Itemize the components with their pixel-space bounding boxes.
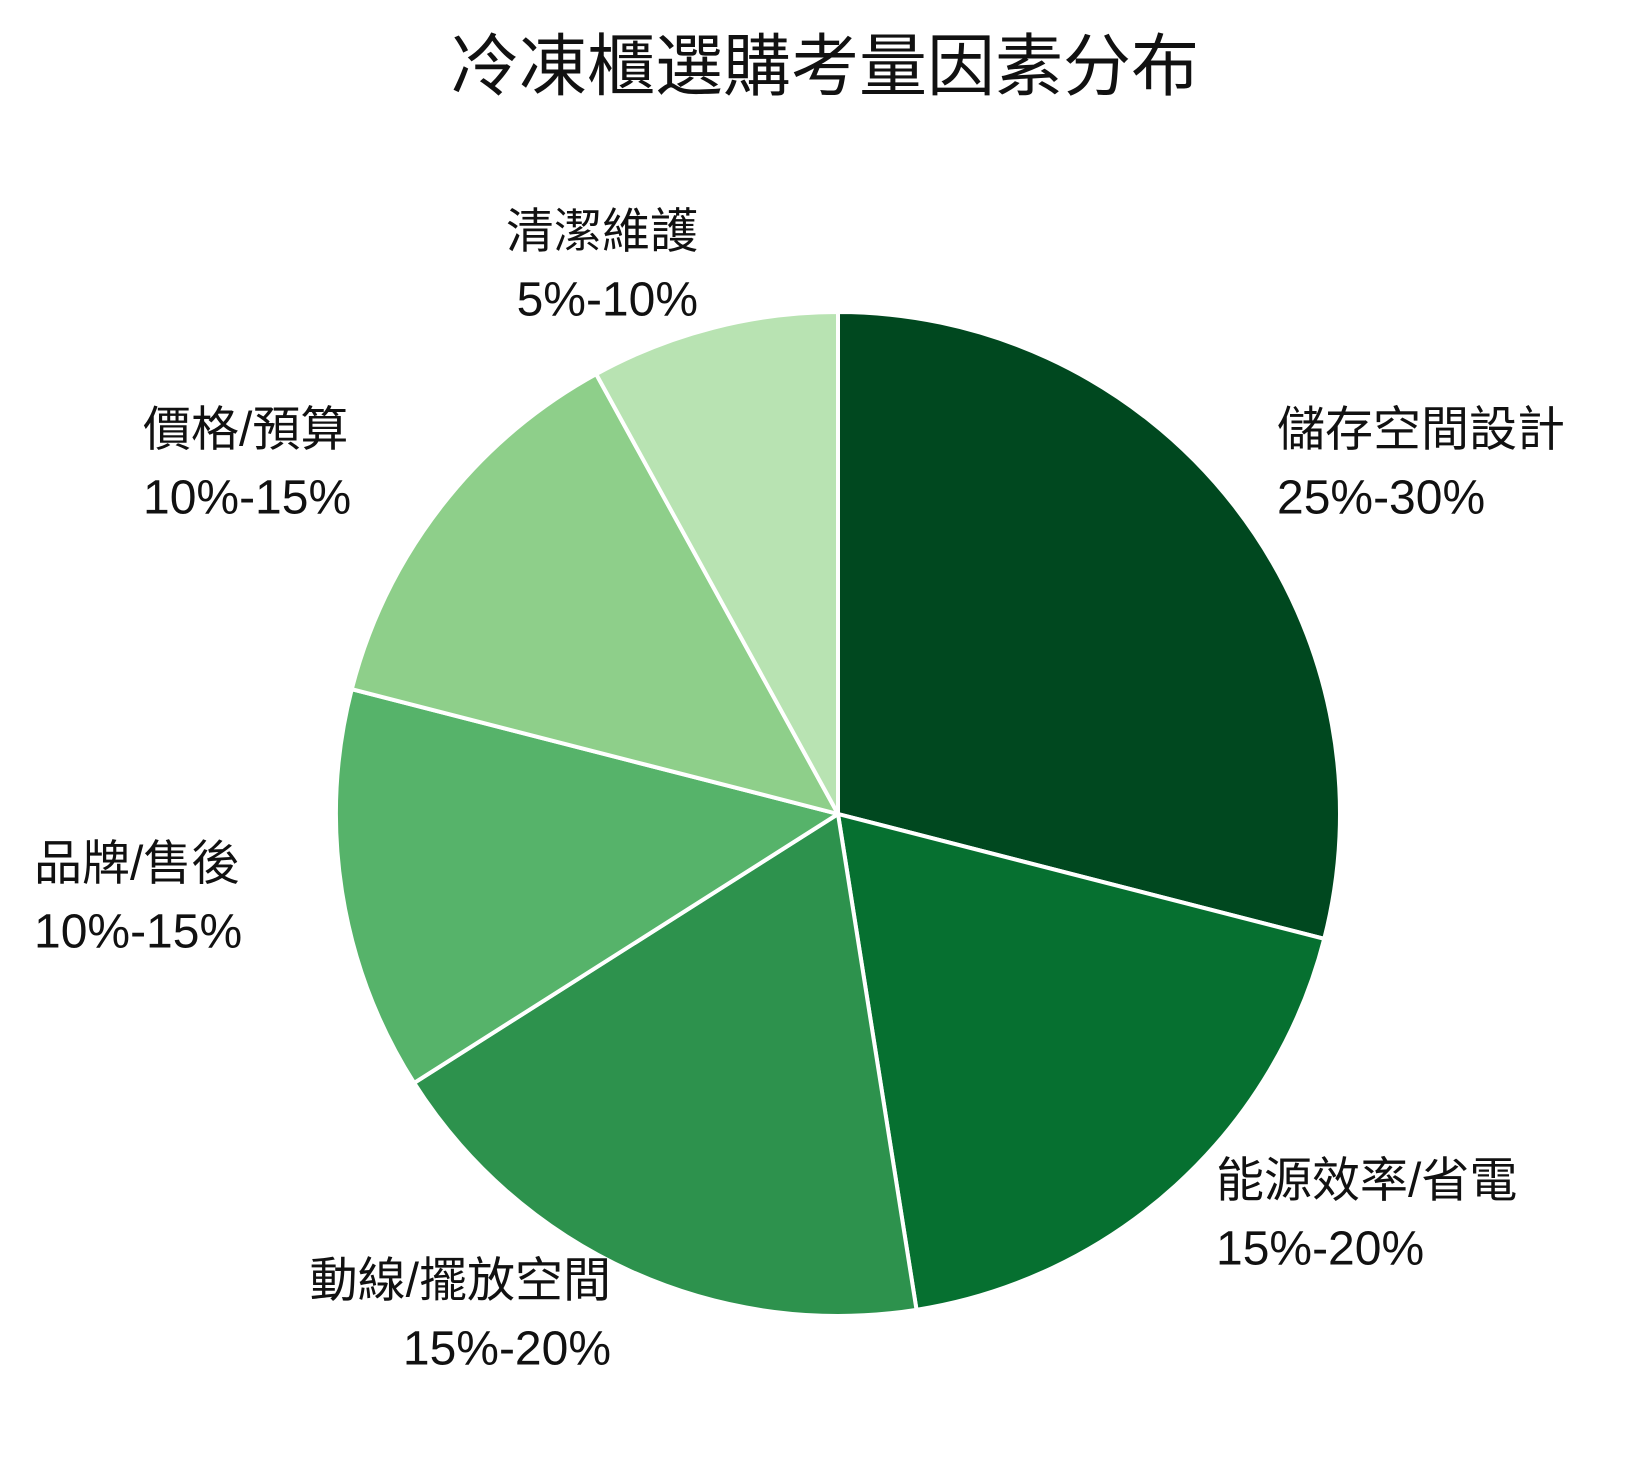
- slice-range: 10%-15%: [143, 472, 351, 525]
- slice-label: 品牌/售後: [34, 838, 239, 891]
- slice-label: 能源效率/省電: [1216, 1155, 1517, 1208]
- pie-slice: [334, 687, 840, 1085]
- slice-label: 清潔維護: [506, 206, 698, 259]
- slice-range: 5%-10%: [517, 274, 698, 327]
- pie-slice: [836, 812, 1327, 1312]
- pie-slice: [412, 812, 919, 1318]
- chart-title: 冷凍櫃選購考量因素分布: [451, 29, 1199, 105]
- slice-range: 25%-30%: [1277, 472, 1485, 525]
- pie-slice: [836, 310, 1342, 941]
- slice-range: 15%-20%: [1216, 1223, 1424, 1276]
- pie-slice: [349, 372, 840, 816]
- slice-range: 15%-20%: [403, 1323, 611, 1376]
- slice-label: 儲存空間設計: [1277, 404, 1565, 457]
- slice-label: 價格/預算: [143, 404, 348, 457]
- pie-slice: [594, 310, 840, 816]
- slice-label: 動線/擺放空間: [310, 1255, 611, 1308]
- slice-range: 10%-15%: [34, 906, 242, 959]
